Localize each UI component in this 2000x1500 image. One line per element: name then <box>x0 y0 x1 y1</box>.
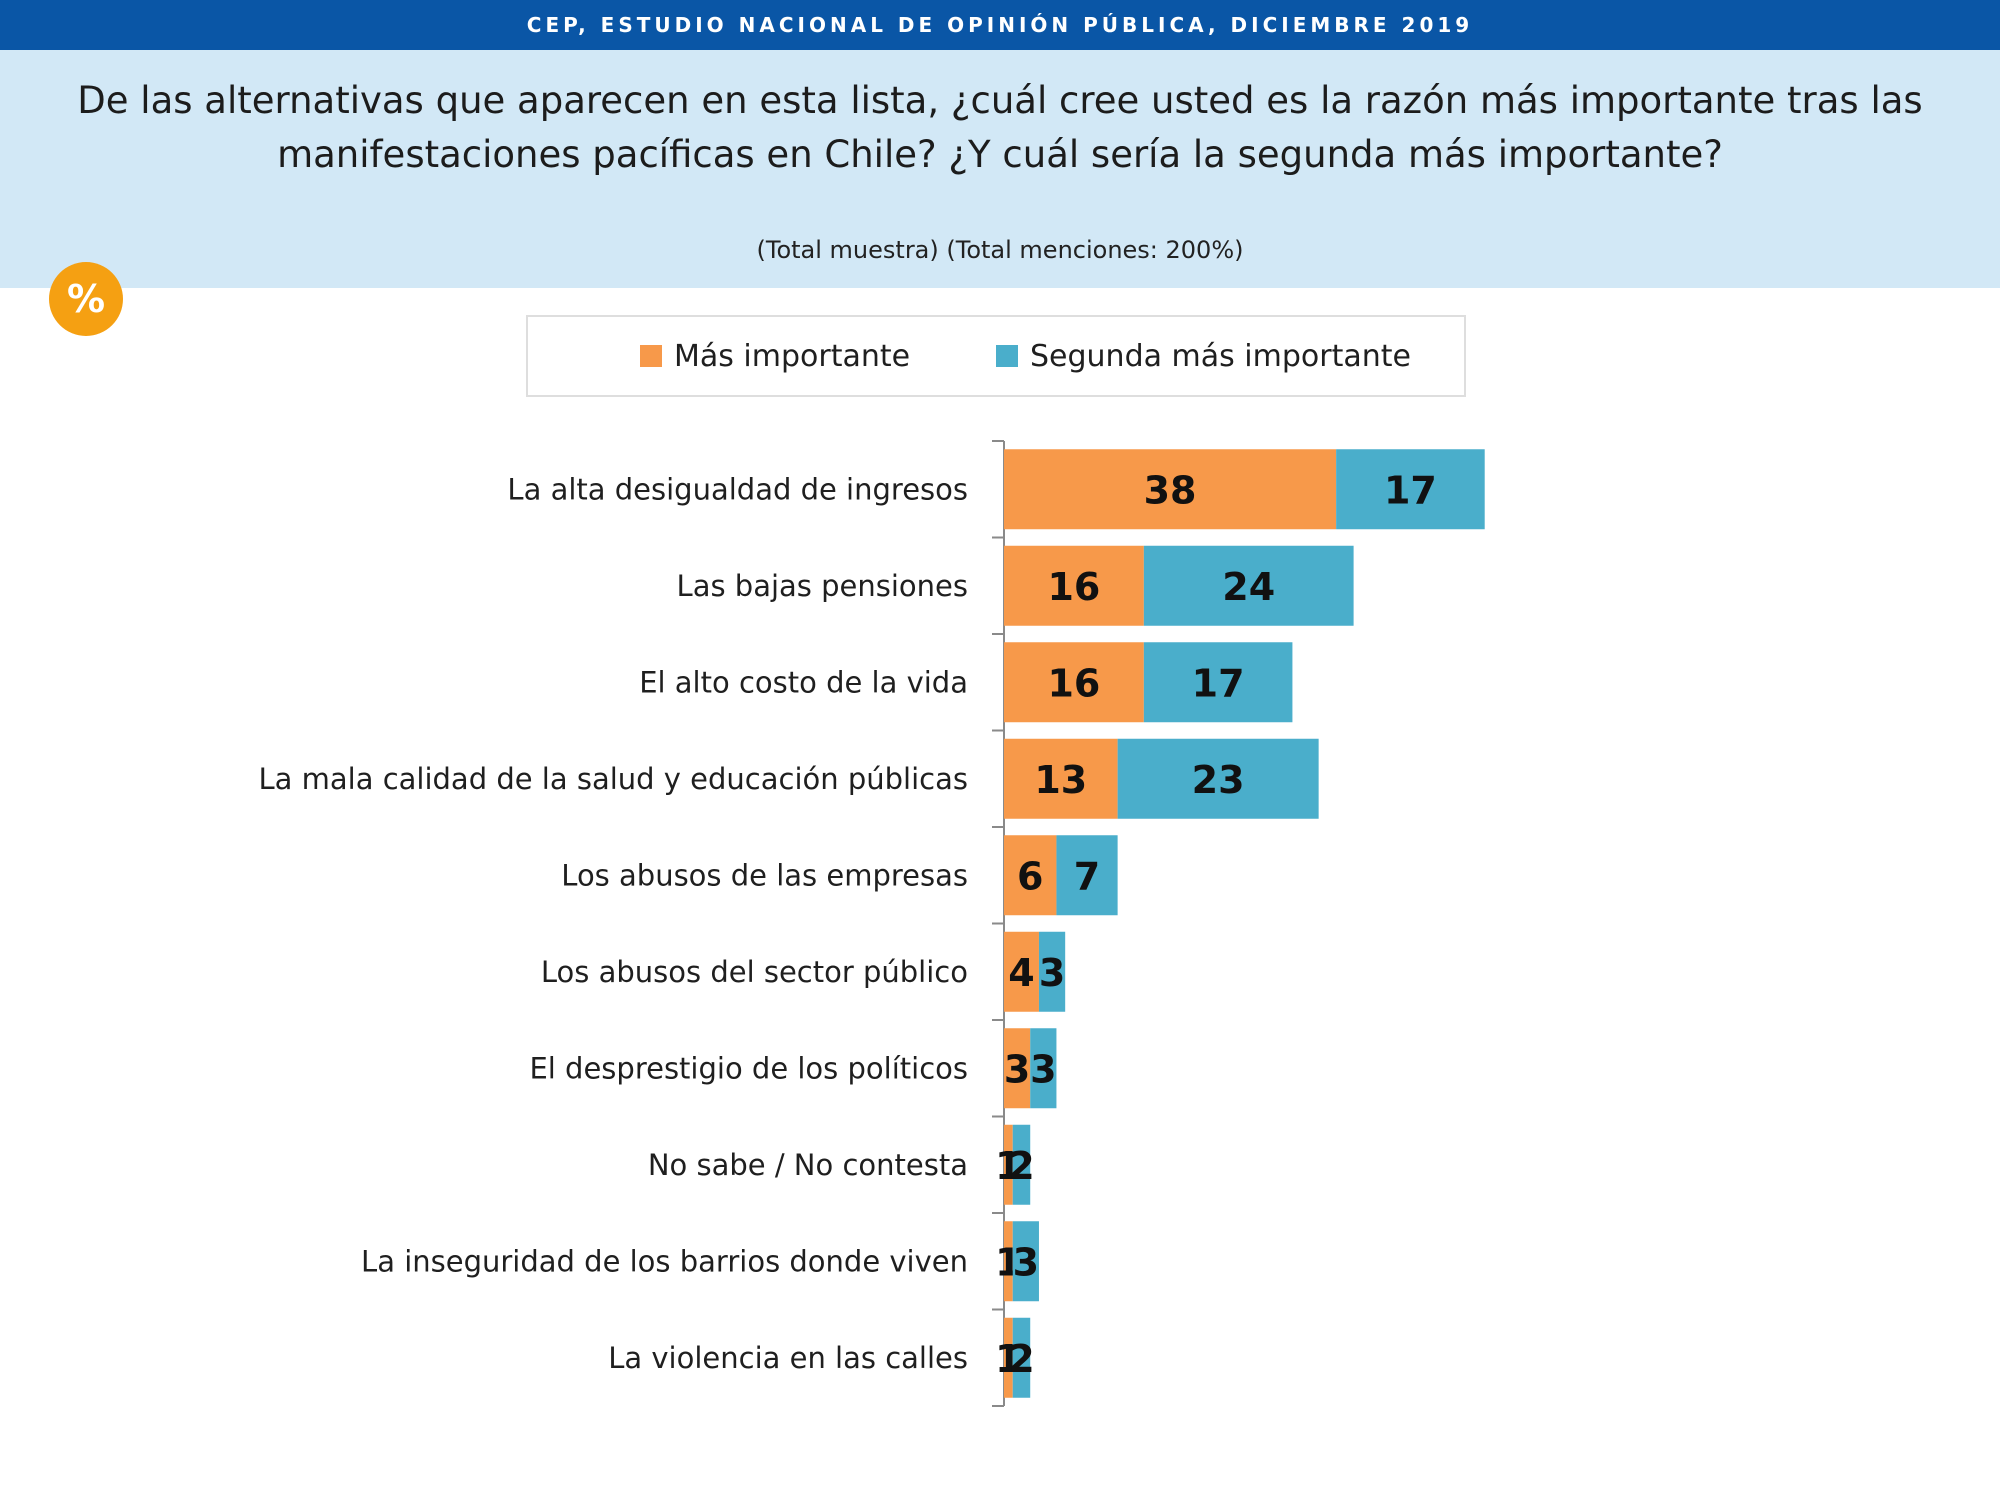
data-label-primary: 6 <box>1017 854 1043 898</box>
data-label-primary: 16 <box>1047 565 1100 609</box>
category-label: La alta desigualdad de ingresos <box>507 472 968 506</box>
category-label: La inseguridad de los barrios donde vive… <box>361 1244 968 1278</box>
data-label-primary: 3 <box>1004 1047 1030 1091</box>
data-label-secondary: 23 <box>1192 758 1245 802</box>
sample-note: (Total muestra) (Total menciones: 200%) <box>756 236 1244 264</box>
bar-segment-secondary <box>1143 545 1354 626</box>
survey-banner: CEP, ESTUDIO NACIONAL DE OPINIÓN PÚBLICA… <box>0 0 2000 50</box>
bar-segment-secondary <box>1012 1124 1031 1205</box>
bar-segment-primary <box>1004 1221 1013 1302</box>
chart-legend: Más importante Segunda más importante <box>526 315 1466 397</box>
data-label-primary: 4 <box>1008 951 1034 995</box>
question-line-1: De las alternativas que aparecen en esta… <box>77 79 1923 122</box>
bar-segment-secondary <box>1012 1317 1031 1398</box>
legend-item-primary: Más importante <box>640 317 910 395</box>
bar-segment-primary <box>1004 1124 1013 1205</box>
data-label-secondary: 7 <box>1074 854 1100 898</box>
survey-banner-title: CEP, ESTUDIO NACIONAL DE OPINIÓN PÚBLICA… <box>526 13 1474 37</box>
legend-item-secondary: Segunda más importante <box>996 317 1411 395</box>
bar-segment-secondary <box>1038 931 1066 1012</box>
bar-segment-secondary <box>1030 1028 1057 1109</box>
category-label: No sabe / No contesta <box>648 1148 968 1182</box>
bar-segment-primary <box>1004 835 1057 916</box>
data-label-secondary: 3 <box>1039 951 1065 995</box>
bar-segment-primary <box>1004 1028 1031 1109</box>
legend-label-primary: Más importante <box>674 338 911 374</box>
data-label-primary: 38 <box>1144 468 1197 512</box>
category-label: Los abusos del sector público <box>541 955 968 989</box>
bar-segment-secondary <box>1117 738 1319 819</box>
question-panel: De las alternativas que aparecen en esta… <box>0 50 2000 288</box>
data-label-secondary: 2 <box>1008 1337 1034 1381</box>
category-label: Las bajas pensiones <box>677 569 968 603</box>
legend-swatch-primary <box>640 345 662 367</box>
percent-badge-icon: % <box>49 262 123 336</box>
bar-segment-primary <box>1004 931 1039 1012</box>
legend-swatch-secondary <box>996 345 1018 367</box>
bar-segment-secondary <box>1336 449 1485 530</box>
data-label-primary: 13 <box>1034 758 1087 802</box>
category-label: La violencia en las calles <box>608 1341 968 1375</box>
category-label: La mala calidad de la salud y educación … <box>258 762 968 796</box>
category-label: Los abusos de las empresas <box>561 858 968 892</box>
data-label-secondary: 3 <box>1013 1240 1039 1284</box>
bar-segment-primary <box>1004 738 1118 819</box>
bar-segment-secondary <box>1012 1221 1039 1302</box>
data-label-secondary: 24 <box>1222 565 1275 609</box>
bar-segment-secondary <box>1143 642 1293 723</box>
data-label-secondary: 3 <box>1030 1047 1056 1091</box>
category-label: El alto costo de la vida <box>639 665 968 699</box>
bar-segment-secondary <box>1056 835 1118 916</box>
category-label: El desprestigio de los políticos <box>529 1051 968 1085</box>
question-line-2: manifestaciones pacíficas en Chile? ¿Y c… <box>277 133 1723 176</box>
data-label-secondary: 17 <box>1384 468 1437 512</box>
data-label-secondary: 17 <box>1192 661 1245 705</box>
data-label-primary: 16 <box>1047 661 1100 705</box>
bar-segment-primary <box>1004 545 1144 626</box>
bar-segment-primary <box>1004 642 1144 723</box>
bar-segment-primary <box>1004 449 1337 530</box>
data-label-secondary: 2 <box>1008 1144 1034 1188</box>
bar-segment-primary <box>1004 1317 1013 1398</box>
legend-label-secondary: Segunda más importante <box>1030 338 1411 374</box>
question-text: De las alternativas que aparecen en esta… <box>60 74 1940 182</box>
